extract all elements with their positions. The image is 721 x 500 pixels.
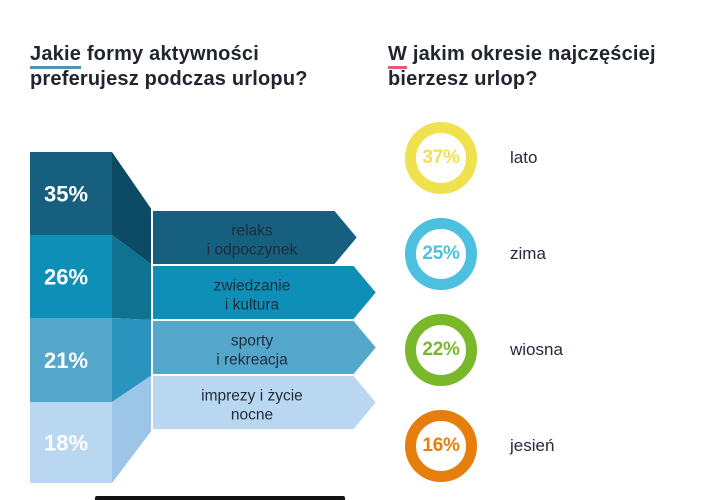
category-arrow [151,264,379,321]
season-label: wiosna [510,340,563,359]
category-arrow [151,319,379,376]
arrow-category-label: zwiedzanie [214,278,291,295]
arrow-category-label: imprezy i życie [201,388,303,405]
season-label: lato [510,148,538,167]
bar-segment [30,318,112,402]
bar-percent-label: 18% [44,431,88,456]
vacation-period-chart: 37% lato 25% zima 22% wiosna 16% jesień [405,122,563,482]
bar-segment [30,152,112,235]
season-row: 22% wiosna [405,314,563,386]
bar-segment [30,235,112,318]
donut-percent-label: 25% [422,243,460,264]
bottom-edge-bar [95,496,345,500]
arrow-category-label: i kultura [225,297,280,314]
donut-ring: 16% [405,410,477,482]
activity-title-line2: preferujesz podczas urlopu? [30,68,308,90]
vacation-title-line1: W jakim okresie najczęściej [388,42,708,69]
bar-segment [30,402,112,483]
season-label: jesień [510,436,555,455]
activity-title-line1: Jakie formy aktywności [30,42,370,69]
vacation-title-line2: bierzesz urlop? [388,68,538,90]
fold-connector [112,235,152,320]
category-arrow [151,374,379,431]
donut-ring: 37% [405,122,477,194]
season-row: 37% lato [405,122,563,194]
arrow-category-label: nocne [231,407,273,424]
vacation-question-title: W jakim okresie najczęściej bierzesz url… [388,42,708,92]
donut-ring: 22% [405,314,477,386]
category-arrow [151,209,360,266]
bar-percent-label: 21% [44,348,88,373]
underlined-lead-word: Jakie [30,43,82,69]
season-row: 25% zima [405,218,563,290]
activity-title-line1-rest: formy aktywności [81,43,259,65]
arrow-category-label: sporty [231,333,273,350]
fold-connector [112,375,152,483]
bar-percent-label: 26% [44,265,88,290]
donut-percent-label: 16% [422,435,460,456]
arrow-category-label: i rekreacja [216,352,288,369]
activity-forms-chart: 35% relaks i odpoczynek 26% zwiedzanie i kult… [30,152,379,483]
underlined-lead-word: W [388,43,408,69]
activity-question-title: Jakie formy aktywności preferujesz podcz… [30,42,370,92]
donut-percent-label: 37% [422,147,460,168]
season-label: zima [510,244,546,263]
arrow-category-label: relaks [231,223,273,240]
fold-connector [112,152,152,265]
vacation-title-line1-rest: jakim okresie najczęściej [407,43,656,65]
bar-percent-label: 35% [44,182,88,207]
donut-percent-label: 22% [422,339,460,360]
arrow-category-label: i odpoczynek [207,242,298,259]
fold-connector [112,318,152,402]
season-row: 16% jesień [405,410,563,482]
donut-ring: 25% [405,218,477,290]
